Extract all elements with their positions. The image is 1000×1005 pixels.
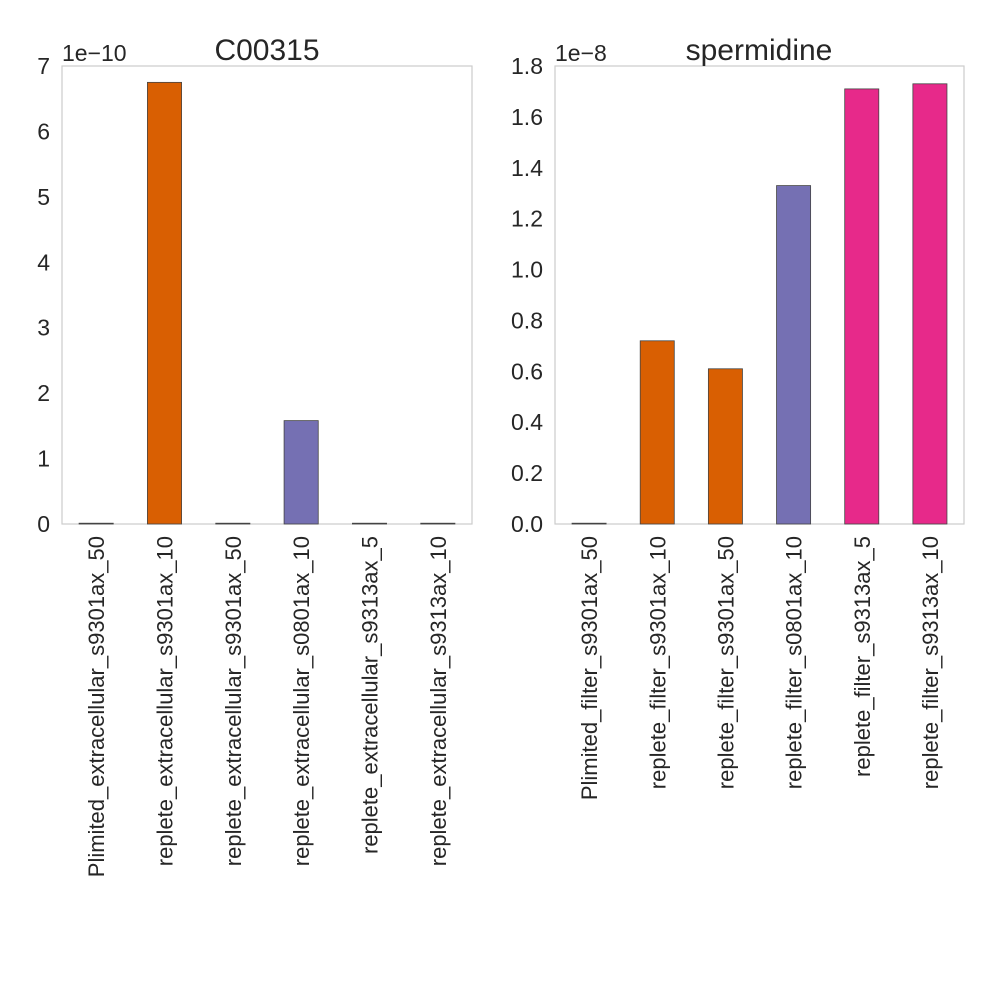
bar xyxy=(283,420,319,525)
bar xyxy=(78,522,114,525)
x-tick-label: replete_extracellular_s9313ax_10 xyxy=(426,536,451,866)
y-tick-label: 1.6 xyxy=(511,104,543,130)
y-tick-labels-right: 0.0 0.2 0.4 0.6 0.8 1.0 1.2 1.4 1.6 1.8 xyxy=(511,53,543,537)
bars-left xyxy=(78,81,456,525)
y-tick-label: 1.0 xyxy=(511,257,543,283)
x-tick-label: Plimited_filter_s9301ax_50 xyxy=(577,536,602,800)
plot-frame-right xyxy=(554,65,965,525)
bar xyxy=(420,522,456,525)
x-tick-label: replete_filter_s9301ax_50 xyxy=(713,536,738,789)
bar xyxy=(215,522,251,525)
y-tick-label: 0.2 xyxy=(511,460,543,486)
bar xyxy=(352,522,387,525)
y-tick-label: 1 xyxy=(37,446,50,472)
y-tick-label: 0.6 xyxy=(511,358,543,384)
x-tick-labels-right: Plimited_filter_s9301ax_50 replete_filter… xyxy=(577,536,943,800)
panel-c00315: C00315 1e−10 0 1 2 3 4 5 6 7 Plimited_extracell… xyxy=(37,34,473,877)
bar xyxy=(776,185,812,525)
y-tick-label: 5 xyxy=(37,184,50,210)
y-tick-label: 1.4 xyxy=(511,155,543,181)
y-tick-label: 1.2 xyxy=(511,206,543,232)
y-tick-label: 0 xyxy=(37,511,50,537)
x-tick-label: replete_filter_s0801ax_10 xyxy=(782,536,807,789)
bars-right xyxy=(571,83,948,525)
bar xyxy=(571,522,607,525)
y-tick-label: 7 xyxy=(37,53,50,79)
y-tick-label: 1.8 xyxy=(511,53,543,79)
y-tick-label: 3 xyxy=(37,315,50,341)
x-tick-label: replete_extracellular_s9301ax_10 xyxy=(153,536,178,866)
y-tick-labels-left: 0 1 2 3 4 5 6 7 xyxy=(37,53,50,537)
y-tick-label: 4 xyxy=(37,249,50,275)
chart-title-left: C00315 xyxy=(214,34,319,67)
y-tick-label: 0.8 xyxy=(511,307,543,333)
y-tick-label: 6 xyxy=(37,118,50,144)
y-tick-label: 2 xyxy=(37,380,50,406)
x-tick-label: replete_extracellular_s0801ax_10 xyxy=(289,536,314,866)
x-tick-label: replete_extracellular_s9313ax_5 xyxy=(358,536,383,854)
chart-title-right: spermidine xyxy=(686,34,833,67)
bar xyxy=(147,81,182,525)
offset-label-right: 1e−8 xyxy=(555,40,607,66)
bar xyxy=(912,83,948,525)
x-tick-label: Plimited_extracellular_s9301ax_50 xyxy=(84,536,109,877)
panel-spermidine: spermidine 1e−8 0.0 0.2 0.4 0.6 0.8 1.0 1.2 1.4… xyxy=(511,34,965,800)
x-tick-label: replete_extracellular_s9301ax_50 xyxy=(221,536,246,866)
bar xyxy=(639,340,675,525)
offset-label-left: 1e−10 xyxy=(62,40,127,66)
x-tick-label: replete_filter_s9313ax_10 xyxy=(918,536,943,789)
bar xyxy=(844,88,880,525)
x-tick-label: replete_filter_s9301ax_10 xyxy=(645,536,670,789)
bar xyxy=(707,368,743,525)
x-tick-label: replete_filter_s9313ax_5 xyxy=(850,536,875,777)
x-tick-labels-left: Plimited_extracellular_s9301ax_50 replete… xyxy=(84,536,451,877)
plot-frame-left xyxy=(61,65,473,525)
y-tick-label: 0.4 xyxy=(511,409,543,435)
y-tick-label: 0.0 xyxy=(511,511,543,537)
